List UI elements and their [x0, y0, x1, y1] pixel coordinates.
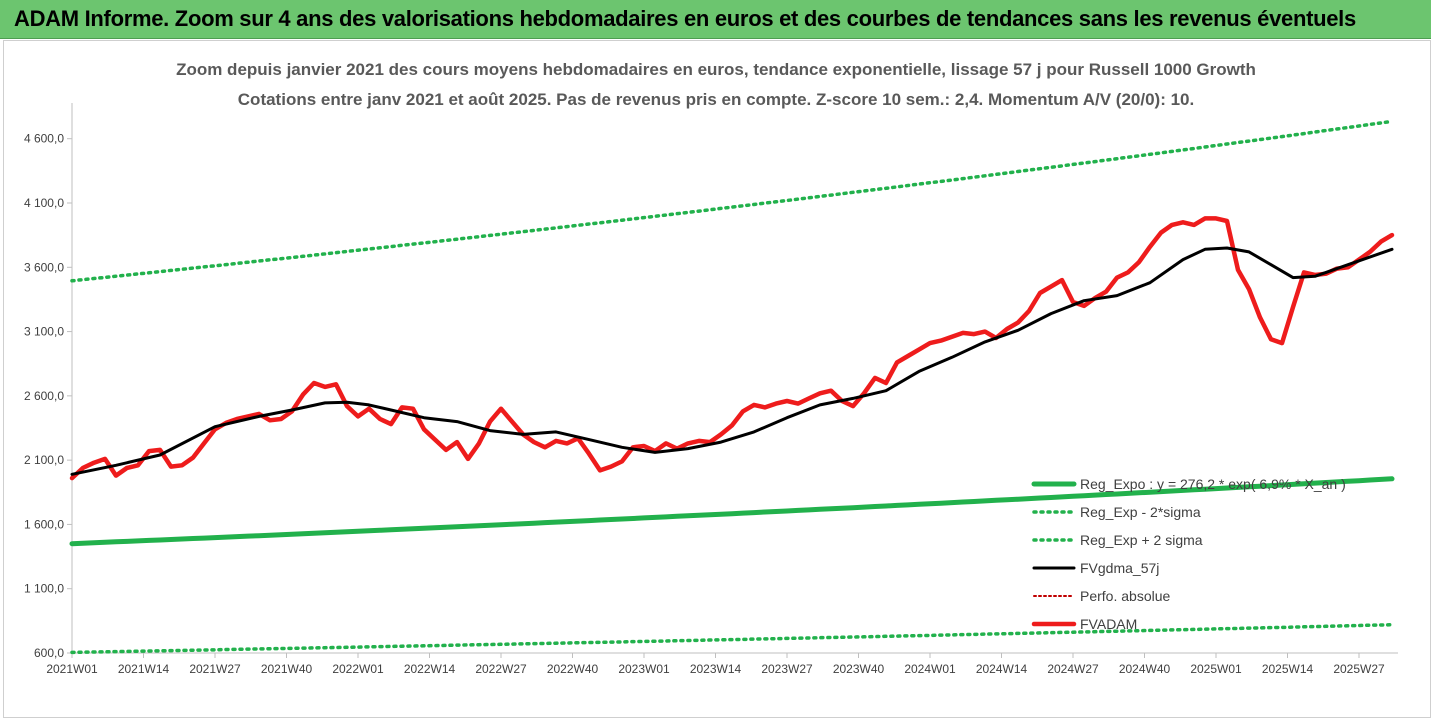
- x-tick-label: 2024W14: [976, 662, 1028, 676]
- y-tick-label: 2 100,0: [24, 453, 64, 467]
- y-tick-label: 1 600,0: [24, 517, 64, 531]
- chart-legend: Reg_Expo : y = 276,2 * exp( 6,9% * X_an …: [1031, 476, 1346, 632]
- x-tick-label: 2023W27: [761, 662, 813, 676]
- x-tick-label: 2023W40: [833, 662, 885, 676]
- x-tick-label: 2021W01: [46, 662, 98, 676]
- legend-entry-label: FVADAM: [1080, 616, 1137, 632]
- x-tick-label: 2024W27: [1047, 662, 1099, 676]
- legend-entry-label: Reg_Exp + 2 sigma: [1080, 532, 1203, 548]
- x-tick-label: 2021W14: [118, 662, 170, 676]
- chart-plot: [69, 119, 1395, 655]
- reg-plus-2sigma-line: [70, 119, 1394, 283]
- x-tick-label: 2023W14: [690, 662, 742, 676]
- x-tick-label: 2023W01: [618, 662, 670, 676]
- x-tick-label: 2024W40: [1119, 662, 1171, 676]
- x-tick-label: 2022W14: [404, 662, 456, 676]
- legend-entry-label: Perfo. absolue: [1080, 588, 1170, 604]
- chart-axes: 600,0 1 100,0 1 600,0 2 100,0 2 600,0 3 100,0…: [24, 103, 1398, 676]
- x-tick-label: 2021W40: [261, 662, 313, 676]
- x-tick-label: 2022W01: [332, 662, 384, 676]
- chart-title: Zoom depuis janvier 2021 des cours moyen…: [176, 60, 1256, 79]
- y-tick-label: 4 600,0: [24, 132, 64, 146]
- legend-entry-label: Reg_Exp - 2*sigma: [1080, 504, 1201, 520]
- y-tick-label: 600,0: [34, 646, 64, 660]
- chart-area: Zoom depuis janvier 2021 des cours moyen…: [3, 40, 1431, 718]
- y-tick-label: 1 100,0: [24, 582, 64, 596]
- legend-entry-label: Reg_Expo : y = 276,2 * exp( 6,9% * X_an …: [1080, 476, 1346, 492]
- reg-expo-line: [69, 476, 1395, 547]
- y-tick-label: 3 600,0: [24, 260, 64, 274]
- y-tick-label: 4 100,0: [24, 196, 64, 210]
- report-title: ADAM Informe. Zoom sur 4 ans des valoris…: [14, 6, 1356, 31]
- legend-entry-label: FVgdma_57j: [1080, 560, 1159, 576]
- x-tick-label: 2024W01: [904, 662, 956, 676]
- report-banner: ADAM Informe. Zoom sur 4 ans des valoris…: [0, 0, 1431, 39]
- x-tick-label: 2025W14: [1262, 662, 1314, 676]
- x-tick-label: 2025W27: [1333, 662, 1385, 676]
- y-tick-label: 2 600,0: [24, 389, 64, 403]
- x-tick-label: 2022W27: [475, 662, 527, 676]
- x-tick-label: 2021W27: [189, 662, 241, 676]
- y-tick-label: 3 100,0: [24, 325, 64, 339]
- chart-svg: Zoom depuis janvier 2021 des cours moyen…: [24, 60, 1398, 676]
- chart-subtitle: Cotations entre janv 2021 et août 2025. …: [238, 90, 1194, 109]
- reg-minus-2sigma-line: [70, 622, 1394, 655]
- x-tick-label: 2025W01: [1190, 662, 1242, 676]
- x-tick-label: 2022W40: [547, 662, 599, 676]
- fvgdma-57j-line: [70, 246, 1394, 476]
